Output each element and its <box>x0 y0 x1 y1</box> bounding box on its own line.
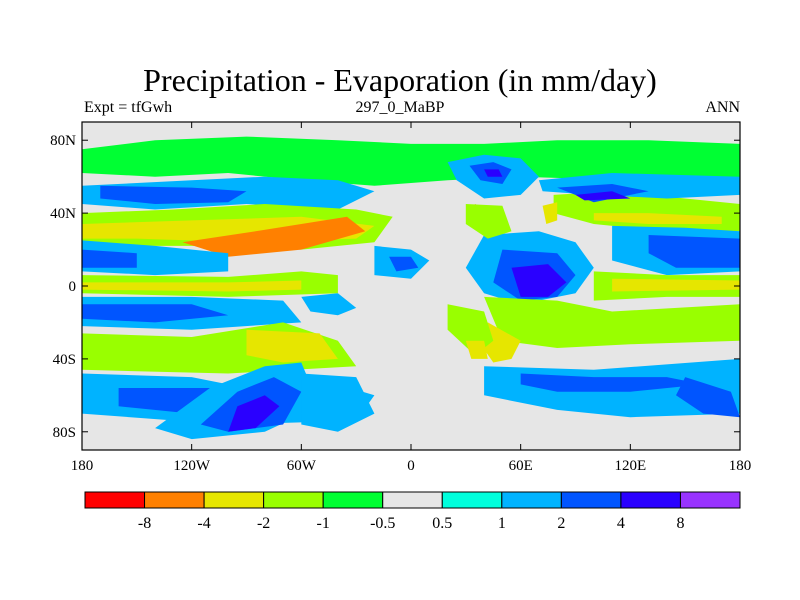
contour-region <box>542 202 558 224</box>
contour-region <box>465 340 488 359</box>
contour-region <box>182 216 366 257</box>
y-tick-label: 40N <box>50 206 76 222</box>
contour-region <box>648 235 740 268</box>
contour-region <box>520 373 704 392</box>
colorbar-label: -2 <box>257 515 270 532</box>
y-tick-label: 0 <box>69 279 77 295</box>
y-tick-label: 40S <box>53 352 76 368</box>
chart-title: Precipitation - Evaporation (in mm/day) <box>143 62 657 98</box>
colorbar-swatch <box>501 491 562 509</box>
x-tick-label: 120W <box>173 458 211 474</box>
colorbar-swatch <box>203 491 265 509</box>
x-tick-label: 120E <box>614 458 646 474</box>
contour-region <box>82 280 302 292</box>
contour-region <box>612 278 740 292</box>
subtitle-left: Expt = tfGwh <box>84 99 173 116</box>
colorbar-label: -8 <box>138 515 151 532</box>
colorbar-swatch <box>84 491 146 509</box>
colorbar-label: 1 <box>498 515 506 532</box>
colorbar-label: 2 <box>557 515 565 532</box>
colorbar-label: -0.5 <box>370 515 395 532</box>
contour-region <box>82 249 137 268</box>
y-tick-label: 80N <box>50 133 76 149</box>
contour-region <box>301 373 375 432</box>
colorbar-swatch <box>263 491 324 509</box>
contour-region <box>676 377 740 418</box>
colorbar-swatch <box>560 491 622 509</box>
subtitle-right: ANN <box>705 99 740 116</box>
x-tick-label: 0 <box>407 458 415 474</box>
colorbar-swatch <box>382 491 443 509</box>
contour-region <box>511 264 567 297</box>
x-tick-label: 180 <box>71 458 94 474</box>
colorbar-swatch <box>441 491 503 509</box>
colorbar-swatch <box>144 491 205 509</box>
x-tick-label: 60E <box>509 458 533 474</box>
contour-region <box>301 293 357 316</box>
contour-region <box>100 185 247 204</box>
colorbar-label: -1 <box>317 515 330 532</box>
contour-region <box>389 256 419 272</box>
contour-region <box>593 213 722 224</box>
subtitle-center: 297_0_MaBP <box>355 99 445 116</box>
contour-region <box>575 191 631 201</box>
x-tick-label: 60W <box>287 458 317 474</box>
colorbar-label: -4 <box>197 515 210 532</box>
colorbar-swatch <box>322 491 384 509</box>
colorbar-swatch <box>620 491 681 509</box>
contour-region <box>484 296 740 348</box>
colorbar-label: 8 <box>676 515 684 532</box>
x-tick-label: 180 <box>729 458 752 474</box>
contour-region <box>82 136 740 186</box>
y-tick-label: 80S <box>53 425 76 441</box>
colorbar-label: 0.5 <box>432 515 452 532</box>
contour-region <box>228 395 280 432</box>
colorbar-label: 4 <box>617 515 625 532</box>
contour-region <box>82 304 229 323</box>
contour-region <box>246 329 338 363</box>
colorbar-swatch <box>679 491 741 509</box>
contour-region <box>484 169 503 177</box>
contour-region <box>465 204 512 239</box>
